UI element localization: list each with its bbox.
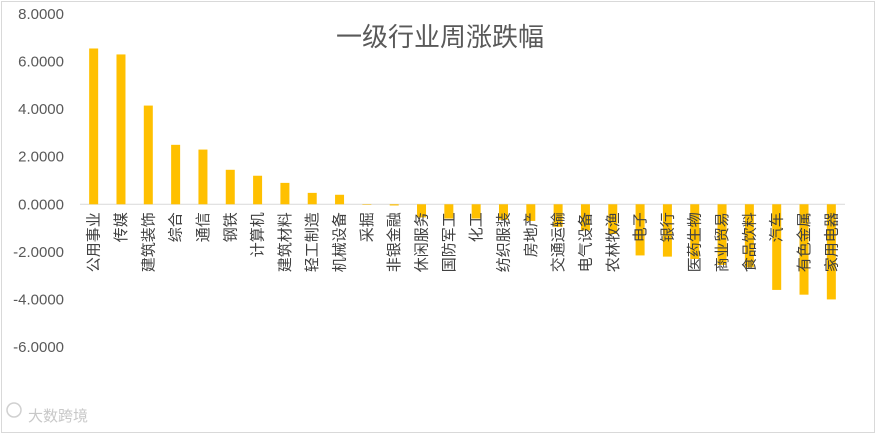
y-tick-label: -2.0000 — [13, 244, 64, 261]
x-tick-label: 电气设备 — [576, 212, 594, 272]
bar-24 — [717, 204, 727, 265]
watermark-logo-icon — [6, 402, 22, 418]
y-tick-label: 8.0000 — [18, 6, 64, 23]
bar-22 — [662, 204, 672, 257]
y-tick-label: 4.0000 — [18, 101, 64, 118]
x-tick-label: 农林牧渔 — [604, 212, 622, 272]
x-tick-label: 房地产 — [522, 212, 540, 257]
x-tick-label: 化工 — [467, 212, 485, 242]
x-tick-label: 综合 — [167, 212, 185, 242]
x-tick-label: 休闲服务 — [413, 212, 431, 272]
y-tick-label: -6.0000 — [13, 339, 64, 356]
bar-28 — [826, 204, 836, 300]
x-tick-label: 食品饮料 — [740, 212, 758, 272]
x-tick-label: 采掘 — [358, 212, 376, 242]
x-tick-label: 轻工制造 — [303, 212, 321, 272]
bar-8 — [280, 182, 290, 205]
y-tick-label: 0.0000 — [18, 196, 64, 213]
bar-3 — [143, 105, 153, 205]
x-tick-label: 国防军工 — [440, 212, 458, 272]
bar-13 — [417, 204, 427, 218]
x-tick-label: 钢铁 — [221, 212, 239, 242]
bar-19 — [580, 204, 590, 231]
x-tick-label: 银行 — [658, 212, 676, 242]
x-tick-label: 非银金融 — [385, 212, 403, 272]
bar-2 — [116, 54, 126, 205]
x-tick-label: 交通运输 — [549, 212, 567, 272]
y-tick-label: 6.0000 — [18, 54, 64, 71]
bar-10 — [335, 194, 345, 205]
bar-25 — [744, 204, 754, 268]
x-tick-label: 电子 — [631, 212, 649, 242]
bar-5 — [198, 149, 208, 205]
chart-title: 一级行业周涨跌幅 — [336, 23, 544, 53]
x-tick-label: 计算机 — [249, 212, 267, 257]
x-tick-label: 商业贸易 — [713, 212, 731, 272]
bar-16 — [498, 204, 508, 220]
x-tick-label: 通信 — [194, 212, 212, 242]
bar-6 — [225, 169, 235, 205]
x-tick-label: 建筑材料 — [276, 212, 294, 272]
x-tick-label: 汽车 — [768, 212, 786, 242]
x-tick-label: 家用电器 — [822, 212, 840, 272]
x-tick-label: 建筑装饰 — [139, 212, 157, 272]
y-tick-label: 2.0000 — [18, 149, 64, 166]
x-tick-label: 纺织服装 — [494, 212, 512, 272]
x-tick-label: 机械设备 — [331, 212, 349, 272]
bar-23 — [690, 204, 700, 259]
bar-1 — [89, 48, 99, 205]
bar-11 — [362, 204, 372, 205]
bar-20 — [608, 204, 618, 235]
x-tick-label: 有色金属 — [795, 212, 813, 272]
bar-14 — [444, 204, 454, 219]
bar-4 — [171, 144, 181, 205]
x-axis: 公用事业 传媒 建筑装饰 综合 通信 钢铁 计算机 建筑材料 轻工制造 机械设备 采掘 非银金融 休闲服… — [85, 212, 841, 272]
bar-21 — [635, 204, 645, 256]
bar-12 — [389, 204, 399, 206]
bar-7 — [253, 175, 263, 205]
x-tick-label: 传媒 — [112, 212, 130, 242]
x-tick-label: 医药生物 — [686, 212, 704, 272]
y-tick-label: -4.0000 — [13, 291, 64, 308]
bar-9 — [307, 192, 317, 205]
y-axis: 8.0000 6.0000 4.0000 2.0000 0.0000 -2.0000 -4.… — [13, 6, 64, 356]
bar-17 — [526, 204, 536, 221]
bar-26 — [772, 204, 782, 290]
bar-27 — [799, 204, 809, 295]
bars — [89, 48, 836, 300]
bar-18 — [553, 204, 563, 227]
bar-15 — [471, 204, 481, 219]
x-tick-label: 公用事业 — [85, 212, 103, 272]
watermark: 大数跨境 — [6, 402, 88, 425]
watermark-text: 大数跨境 — [28, 407, 88, 425]
